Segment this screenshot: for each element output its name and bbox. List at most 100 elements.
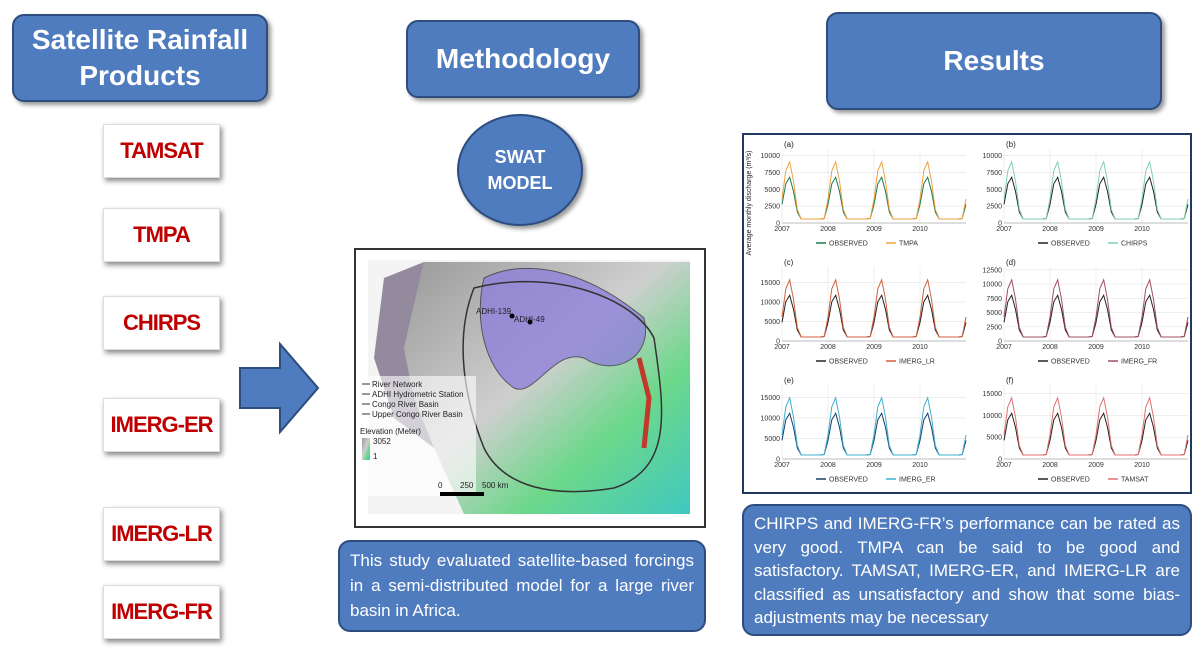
x-tick-label: 2010 bbox=[912, 226, 928, 233]
panel-label: (e) bbox=[784, 376, 794, 385]
y-tick-label: 5000 bbox=[764, 187, 780, 194]
legend-label: IMERG_ER bbox=[899, 477, 936, 484]
legend-label: River Network bbox=[372, 380, 423, 389]
elevation-max: 3052 bbox=[373, 437, 391, 446]
x-tick-label: 2008 bbox=[820, 226, 836, 233]
y-tick-label: 0 bbox=[998, 339, 1002, 346]
y-tick-label: 5000 bbox=[986, 310, 1002, 317]
y-tick-label: 0 bbox=[776, 457, 780, 464]
station bbox=[527, 319, 533, 325]
x-tick-label: 2009 bbox=[866, 462, 882, 469]
scale-label: 250 bbox=[460, 481, 474, 490]
curve bbox=[1003, 396, 1189, 456]
legend-label: IMERG_LR bbox=[899, 359, 935, 366]
panel-label: (f) bbox=[1006, 376, 1014, 385]
x-tick-label: 2008 bbox=[1042, 226, 1058, 233]
station bbox=[509, 313, 515, 319]
x-tick-label: 2009 bbox=[866, 344, 882, 351]
x-tick-label: 2007 bbox=[996, 462, 1012, 469]
legend-label: CHIRPS bbox=[1121, 241, 1148, 248]
x-tick-label: 2008 bbox=[820, 344, 836, 351]
x-tick-label: 2008 bbox=[1042, 344, 1058, 351]
y-tick-label: 12500 bbox=[983, 267, 1003, 274]
y-tick-label: 15000 bbox=[761, 395, 781, 402]
panel-label: (b) bbox=[1006, 140, 1016, 149]
curve bbox=[781, 160, 967, 220]
x-tick-label: 2009 bbox=[866, 226, 882, 233]
curve bbox=[1003, 160, 1189, 220]
x-tick-label: 2010 bbox=[1134, 344, 1150, 351]
elevation-min: 1 bbox=[373, 452, 378, 461]
y-tick-label: 0 bbox=[998, 221, 1002, 228]
x-tick-label: 2007 bbox=[774, 226, 790, 233]
method-summary: This study evaluated satellite-based for… bbox=[338, 540, 706, 632]
x-tick-label: 2007 bbox=[774, 462, 790, 469]
product: TAMSAT bbox=[103, 124, 220, 178]
y-tick-label: 10000 bbox=[983, 413, 1003, 420]
legend-label: IMERG_FR bbox=[1121, 359, 1157, 366]
legend-label: OBSERVED bbox=[1051, 477, 1090, 484]
y-axis-label: Average monthly discharge (m³/s) bbox=[746, 151, 753, 256]
results-summary: CHIRPS and IMERG-FR’s performance can be… bbox=[742, 504, 1192, 636]
legend-label: TMPA bbox=[899, 241, 918, 248]
left-title: Satellite Rainfall Products bbox=[12, 14, 268, 102]
x-tick-label: 2009 bbox=[1088, 226, 1104, 233]
y-tick-label: 10000 bbox=[761, 415, 781, 422]
y-tick-label: 0 bbox=[776, 221, 780, 228]
y-tick-label: 0 bbox=[776, 339, 780, 346]
swat-model: SWAT MODEL bbox=[457, 114, 583, 226]
legend-label: ADHI Hydrometric Station bbox=[372, 390, 464, 399]
product: IMERG-LR bbox=[103, 507, 220, 561]
y-tick-label: 15000 bbox=[983, 391, 1003, 398]
x-tick-label: 2007 bbox=[774, 344, 790, 351]
legend-label: OBSERVED bbox=[829, 359, 868, 366]
x-tick-label: 2010 bbox=[1134, 226, 1150, 233]
methodology-title: Methodology bbox=[406, 20, 640, 98]
y-tick-label: 10000 bbox=[983, 153, 1003, 160]
legend-bg bbox=[358, 376, 476, 496]
y-tick-label: 10000 bbox=[761, 300, 781, 307]
elevation-bar bbox=[362, 438, 370, 460]
panel-label: (d) bbox=[1006, 258, 1016, 267]
station-label: ADHI-49 bbox=[514, 315, 545, 324]
results-frame bbox=[742, 133, 1192, 494]
product: CHIRPS bbox=[103, 296, 220, 350]
station-label: ADHI-139 bbox=[476, 307, 512, 316]
curve bbox=[1003, 278, 1189, 338]
results-title: Results bbox=[826, 12, 1162, 110]
product: IMERG-FR bbox=[103, 585, 220, 639]
scale-label: 0 bbox=[438, 481, 443, 490]
y-tick-label: 2500 bbox=[986, 324, 1002, 331]
y-tick-label: 7500 bbox=[764, 170, 780, 177]
x-tick-label: 2008 bbox=[1042, 462, 1058, 469]
product: TMPA bbox=[103, 208, 220, 262]
y-tick-label: 5000 bbox=[986, 435, 1002, 442]
legend-label: TAMSAT bbox=[1121, 477, 1149, 484]
x-tick-label: 2008 bbox=[820, 462, 836, 469]
results-charts: Average monthly discharge (m³/s) (a) 0 250… bbox=[742, 133, 1192, 494]
y-tick-label: 5000 bbox=[986, 187, 1002, 194]
upper-basin bbox=[479, 267, 646, 390]
y-tick-label: 7500 bbox=[986, 296, 1002, 303]
legend-label: OBSERVED bbox=[829, 477, 868, 484]
y-tick-label: 7500 bbox=[986, 170, 1002, 177]
y-tick-label: 2500 bbox=[764, 204, 780, 211]
scale-bar bbox=[440, 492, 484, 496]
y-tick-label: 10000 bbox=[983, 282, 1003, 289]
y-tick-label: 0 bbox=[998, 457, 1002, 464]
x-tick-label: 2010 bbox=[912, 344, 928, 351]
x-tick-label: 2010 bbox=[1134, 462, 1150, 469]
legend-label: OBSERVED bbox=[829, 241, 868, 248]
arrow-shape bbox=[239, 341, 320, 435]
panel-label: (c) bbox=[784, 258, 794, 267]
legend-label: OBSERVED bbox=[1051, 241, 1090, 248]
x-tick-label: 2007 bbox=[996, 226, 1012, 233]
y-tick-label: 5000 bbox=[764, 436, 780, 443]
legend-label: Upper Congo River Basin bbox=[372, 410, 463, 419]
y-tick-label: 15000 bbox=[761, 280, 781, 287]
x-tick-label: 2007 bbox=[996, 344, 1012, 351]
y-tick-label: 2500 bbox=[986, 204, 1002, 211]
